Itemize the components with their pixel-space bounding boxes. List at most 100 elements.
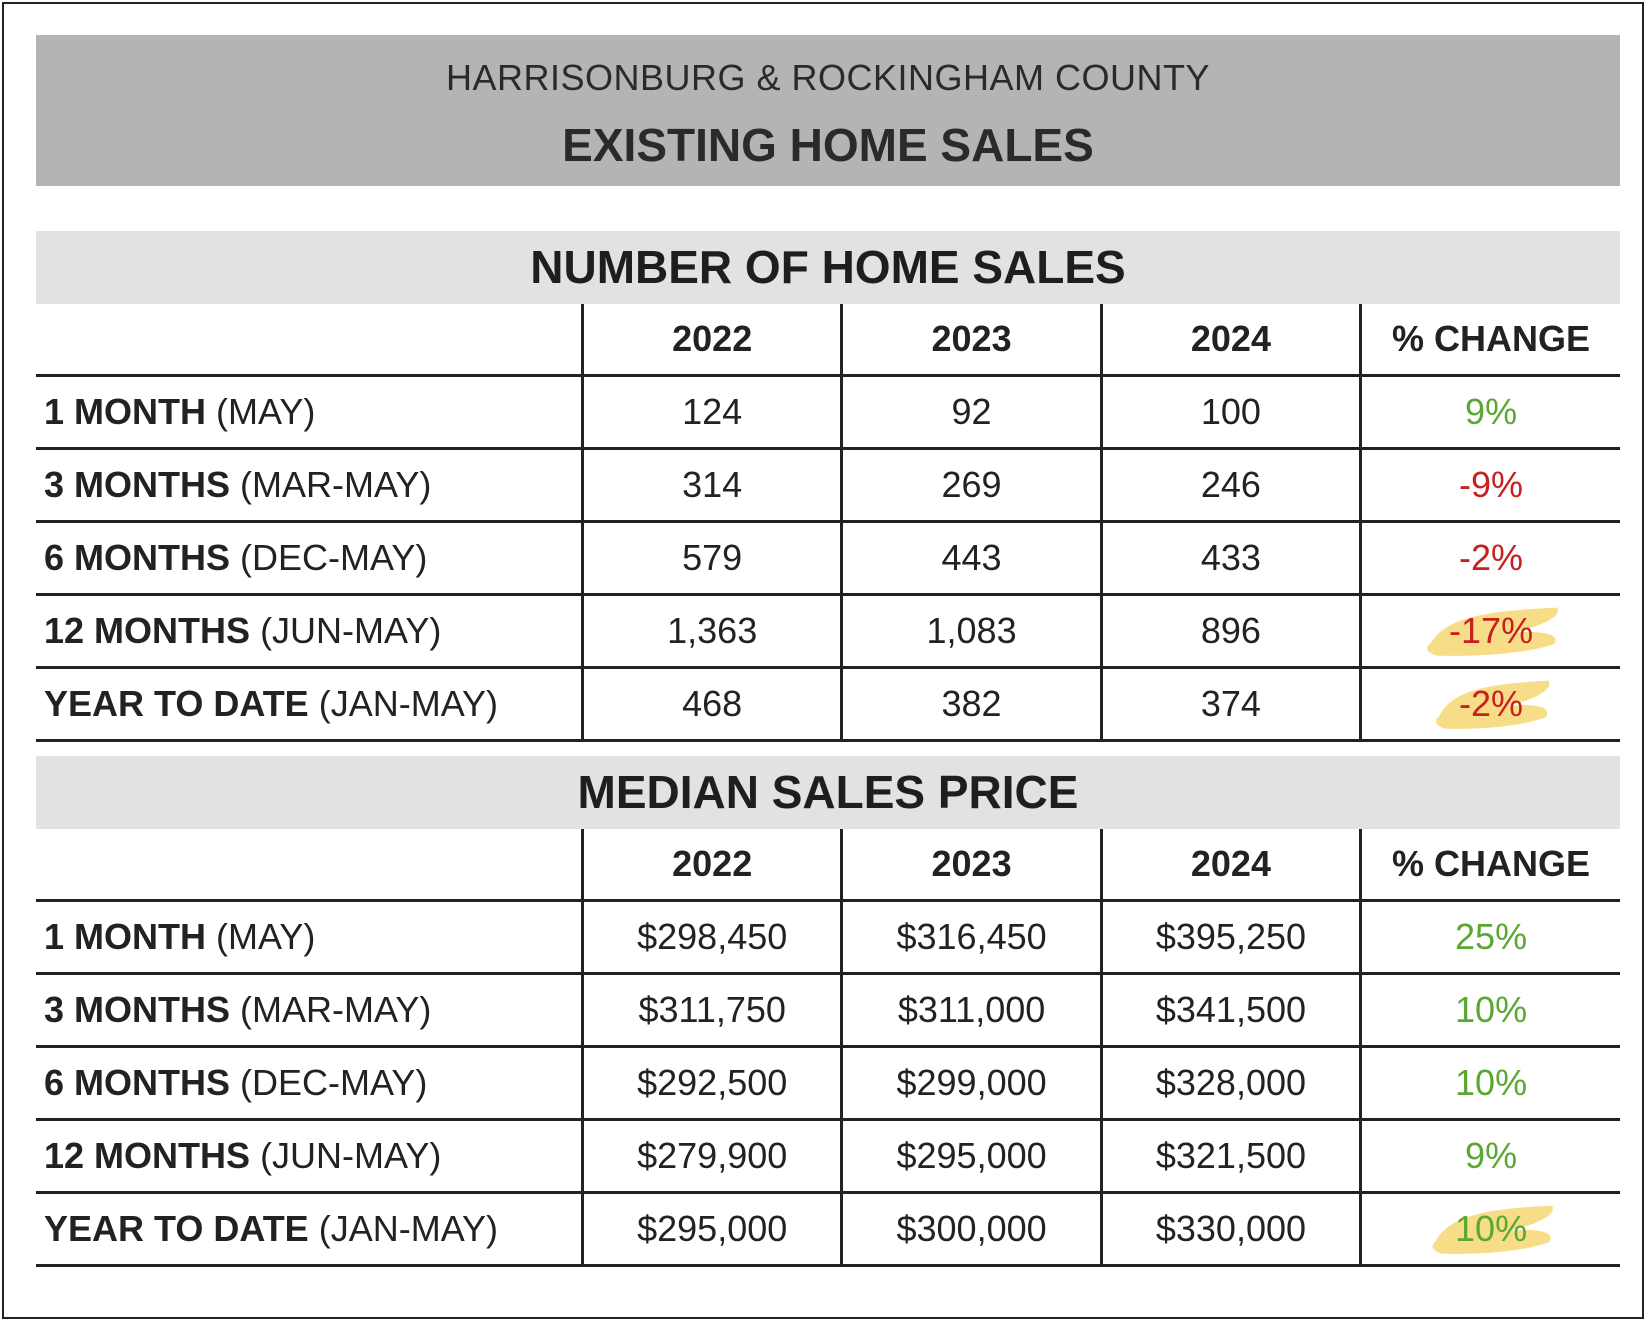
value-cell: 1,363 xyxy=(580,594,842,669)
value-cell: $316,450 xyxy=(840,900,1102,975)
value-cell: $298,450 xyxy=(580,900,842,975)
value-cell: $295,000 xyxy=(580,1192,842,1267)
change-cell: 10% xyxy=(1359,973,1620,1048)
change-value: -2% xyxy=(1459,537,1524,578)
region-title: HARRISONBURG & ROCKINGHAM COUNTY xyxy=(445,57,1211,98)
row-label: 12 MONTHS (JUN-MAY) xyxy=(36,1119,583,1194)
change-value: 10% xyxy=(1455,989,1528,1030)
value-cell: 579 xyxy=(580,521,842,596)
change-value: 10% xyxy=(1455,1208,1528,1249)
sales-table: 2022 2023 2024 % CHANGE 1 MONTH (MAY) 12… xyxy=(36,304,1620,742)
value-cell: 896 xyxy=(1099,594,1361,669)
change-cell: 10% xyxy=(1359,1192,1620,1267)
period-name: 6 MONTHS xyxy=(44,537,231,578)
column-header: % CHANGE xyxy=(1359,304,1620,377)
sales-section-title: NUMBER OF HOME SALES xyxy=(36,231,1620,304)
period-range: (DEC-MAY) xyxy=(240,1062,428,1103)
value-cell: $292,500 xyxy=(580,1046,842,1121)
value-cell: $328,000 xyxy=(1099,1046,1361,1121)
value-cell: $300,000 xyxy=(840,1192,1102,1267)
change-cell: -2% xyxy=(1359,521,1620,596)
price-table: 2022 2023 2024 % CHANGE 1 MONTH (MAY) $2… xyxy=(36,829,1620,1267)
period-range: (MAY) xyxy=(216,916,316,957)
column-header: 2024 xyxy=(1099,304,1361,377)
value-cell: 314 xyxy=(580,448,842,523)
value-cell: 92 xyxy=(840,375,1102,450)
value-cell: $341,500 xyxy=(1099,973,1361,1048)
period-range: (JAN-MAY) xyxy=(318,1208,499,1249)
table-row: 1 MONTH (MAY) $298,450 $316,450 $395,250… xyxy=(36,900,1620,975)
change-cell: 10% xyxy=(1359,1046,1620,1121)
sales-header-row: 2022 2023 2024 % CHANGE xyxy=(36,304,1620,377)
period-name: YEAR TO DATE xyxy=(44,1208,309,1249)
change-cell: 9% xyxy=(1359,375,1620,450)
value-cell: 382 xyxy=(840,667,1102,742)
value-cell: 468 xyxy=(580,667,842,742)
column-header: 2022 xyxy=(580,829,842,902)
period-name: 1 MONTH xyxy=(44,916,206,957)
period-name: YEAR TO DATE xyxy=(44,683,309,724)
change-value: -2% xyxy=(1459,683,1524,724)
value-cell: 433 xyxy=(1099,521,1361,596)
row-label: 12 MONTHS (JUN-MAY) xyxy=(36,594,583,669)
value-cell: 100 xyxy=(1099,375,1361,450)
row-label: 3 MONTHS (MAR-MAY) xyxy=(36,973,583,1048)
table-row: 6 MONTHS (DEC-MAY) 579 443 433 -2% xyxy=(36,521,1620,596)
period-name: 12 MONTHS xyxy=(44,610,251,651)
period-name: 3 MONTHS xyxy=(44,464,231,505)
value-cell: 269 xyxy=(840,448,1102,523)
header-blank xyxy=(36,304,583,377)
period-range: (JUN-MAY) xyxy=(260,610,442,651)
period-name: 12 MONTHS xyxy=(44,1135,251,1176)
column-header: 2023 xyxy=(840,304,1102,377)
column-header: 2023 xyxy=(840,829,1102,902)
value-cell: $295,000 xyxy=(840,1119,1102,1194)
value-cell: 443 xyxy=(840,521,1102,596)
value-cell: $321,500 xyxy=(1099,1119,1361,1194)
change-cell: 9% xyxy=(1359,1119,1620,1194)
change-value: 10% xyxy=(1455,1062,1528,1103)
table-row: 12 MONTHS (JUN-MAY) $279,900 $295,000 $3… xyxy=(36,1119,1620,1194)
value-cell: $311,000 xyxy=(840,973,1102,1048)
period-range: (JAN-MAY) xyxy=(318,683,499,724)
change-value: 9% xyxy=(1465,391,1518,432)
change-value: 25% xyxy=(1455,916,1528,957)
row-label: 1 MONTH (MAY) xyxy=(36,375,583,450)
period-name: 6 MONTHS xyxy=(44,1062,231,1103)
period-name: 1 MONTH xyxy=(44,391,206,432)
change-value: -9% xyxy=(1459,464,1524,505)
value-cell: $395,250 xyxy=(1099,900,1361,975)
change-cell: -2% xyxy=(1359,667,1620,742)
title-banner: HARRISONBURG & ROCKINGHAM COUNTY EXISTIN… xyxy=(36,35,1620,186)
row-label: 3 MONTHS (MAR-MAY) xyxy=(36,448,583,523)
highlighter-mark xyxy=(1432,1205,1553,1254)
period-range: (JUN-MAY) xyxy=(260,1135,442,1176)
price-header-row: 2022 2023 2024 % CHANGE xyxy=(36,829,1620,902)
report-title: EXISTING HOME SALES xyxy=(562,119,1094,171)
value-cell: 1,083 xyxy=(840,594,1102,669)
table-row: 3 MONTHS (MAR-MAY) $311,750 $311,000 $34… xyxy=(36,973,1620,1048)
change-cell: 25% xyxy=(1359,900,1620,975)
change-cell: -9% xyxy=(1359,448,1620,523)
period-name: 3 MONTHS xyxy=(44,989,231,1030)
change-value: -17% xyxy=(1449,610,1534,651)
table-row: YEAR TO DATE (JAN-MAY) $295,000 $300,000… xyxy=(36,1192,1620,1267)
value-cell: $299,000 xyxy=(840,1046,1102,1121)
change-value: 9% xyxy=(1465,1135,1518,1176)
column-header: 2022 xyxy=(580,304,842,377)
value-cell: 246 xyxy=(1099,448,1361,523)
row-label: YEAR TO DATE (JAN-MAY) xyxy=(36,1192,583,1267)
value-cell: 124 xyxy=(580,375,842,450)
table-row: YEAR TO DATE (JAN-MAY) 468 382 374 -2% xyxy=(36,667,1620,742)
column-header: % CHANGE xyxy=(1359,829,1620,902)
row-label: 6 MONTHS (DEC-MAY) xyxy=(36,1046,583,1121)
header-blank xyxy=(36,829,583,902)
period-range: (MAR-MAY) xyxy=(240,989,432,1030)
price-section: MEDIAN SALES PRICE 2022 2023 2024 % CHAN… xyxy=(36,756,1620,1267)
table-row: 12 MONTHS (JUN-MAY) 1,363 1,083 896 -17% xyxy=(36,594,1620,669)
value-cell: $330,000 xyxy=(1099,1192,1361,1267)
table-row: 3 MONTHS (MAR-MAY) 314 269 246 -9% xyxy=(36,448,1620,523)
change-cell: -17% xyxy=(1359,594,1620,669)
value-cell: $279,900 xyxy=(580,1119,842,1194)
